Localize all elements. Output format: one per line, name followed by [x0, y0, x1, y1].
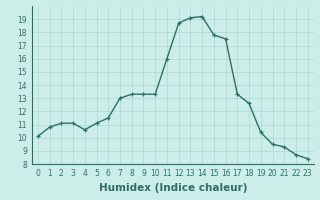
X-axis label: Humidex (Indice chaleur): Humidex (Indice chaleur): [99, 183, 247, 193]
